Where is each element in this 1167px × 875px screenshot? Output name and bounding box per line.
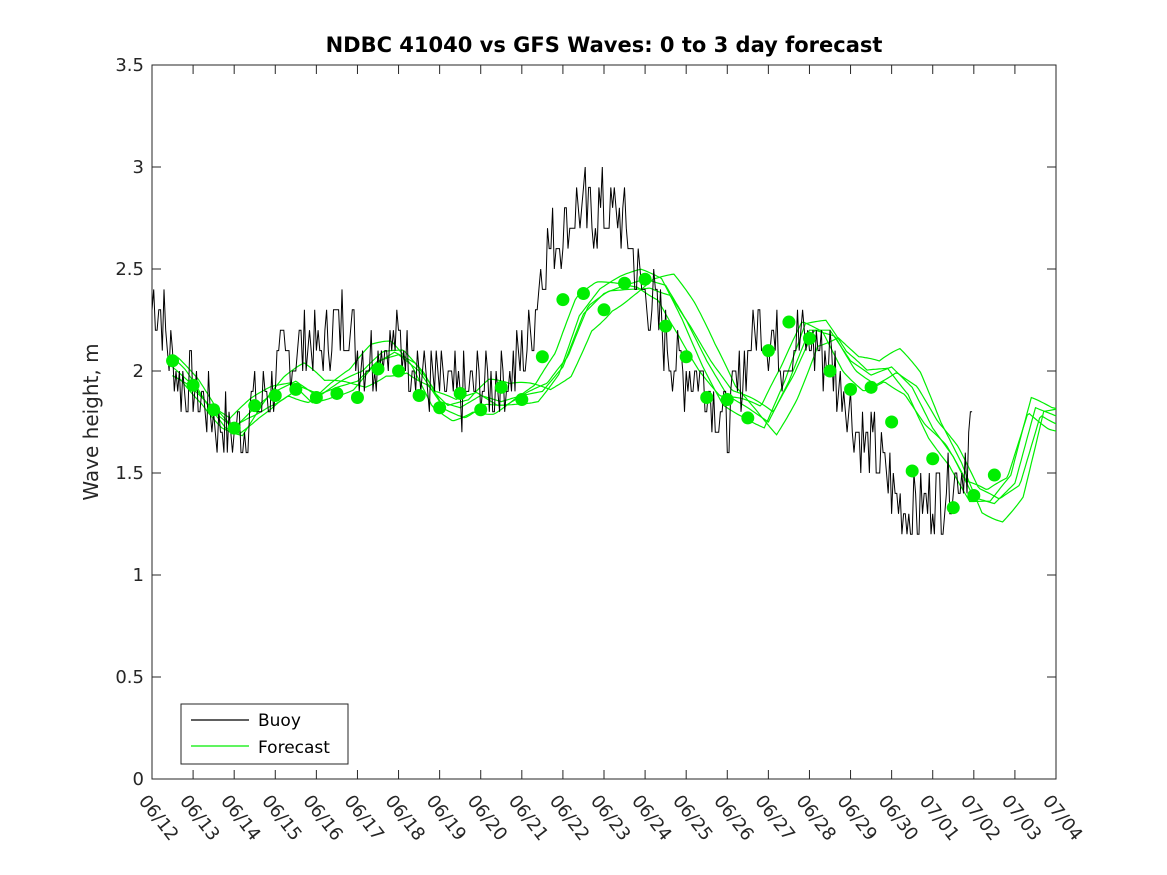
forecast-line	[172, 273, 1056, 523]
forecast-point	[638, 272, 652, 286]
y-tick-label: 1.5	[115, 463, 144, 484]
forecast-point	[453, 386, 467, 400]
forecast-point	[864, 380, 878, 394]
y-axis-tick-labels: 0 0.5 1 1.5 2 2.5 3 3.5	[115, 55, 144, 790]
forecast-point	[494, 380, 508, 394]
forecast-point	[289, 382, 303, 396]
forecast-point	[967, 488, 981, 502]
forecast-point	[309, 391, 323, 405]
forecast-point	[802, 331, 816, 345]
y-tick-label: 2	[133, 361, 144, 382]
forecast-point	[926, 452, 940, 466]
legend-box	[180, 703, 349, 765]
forecast-point	[905, 464, 919, 478]
forecast-point	[474, 403, 488, 417]
forecast-point	[597, 303, 611, 317]
forecast-point	[946, 501, 960, 515]
buoy-line	[152, 166, 973, 535]
forecast-point	[679, 350, 693, 364]
chart-title: NDBC 41040 vs GFS Waves: 0 to 3 day fore…	[326, 33, 883, 57]
plot-frame	[151, 64, 1057, 780]
forecast-point	[392, 364, 406, 378]
forecast-point	[844, 382, 858, 396]
forecast-point	[761, 344, 775, 358]
forecast-point	[207, 403, 221, 417]
forecast-point	[330, 386, 344, 400]
forecast-point	[371, 362, 385, 376]
forecast-point	[556, 293, 570, 307]
y-axis-label: Wave height, m	[79, 343, 103, 500]
forecast-point	[166, 354, 180, 368]
forecast-point	[618, 276, 632, 290]
forecast-point	[248, 399, 262, 413]
forecast-points-layer	[166, 272, 1001, 515]
y-tick-label: 3.5	[115, 55, 144, 76]
forecast-point	[515, 393, 529, 407]
forecast-point	[659, 319, 673, 333]
forecast-point	[535, 350, 549, 364]
forecast-point	[700, 391, 714, 405]
forecast-point	[782, 315, 796, 329]
forecast-point	[350, 391, 364, 405]
y-tick-label: 0	[133, 769, 144, 790]
forecast-point	[741, 411, 755, 425]
forecast-point	[576, 286, 590, 300]
y-tick-label: 0.5	[115, 667, 144, 688]
forecast-point	[186, 378, 200, 392]
axis-ticks	[151, 64, 1057, 780]
y-tick-label: 1	[133, 565, 144, 586]
forecast-point	[885, 415, 899, 429]
legend-label-buoy: Buoy	[258, 711, 301, 731]
forecast-point	[823, 364, 837, 378]
legend: Buoy Forecast	[180, 703, 349, 765]
y-tick-label: 3	[133, 157, 144, 178]
forecast-point	[412, 388, 426, 402]
forecast-point	[987, 468, 1001, 482]
plot-area	[151, 64, 1057, 780]
forecast-point	[227, 421, 241, 435]
y-tick-label: 2.5	[115, 259, 144, 280]
forecast-point	[268, 388, 282, 402]
forecast-point	[720, 393, 734, 407]
forecast-point	[433, 401, 447, 415]
legend-label-forecast: Forecast	[258, 738, 330, 758]
